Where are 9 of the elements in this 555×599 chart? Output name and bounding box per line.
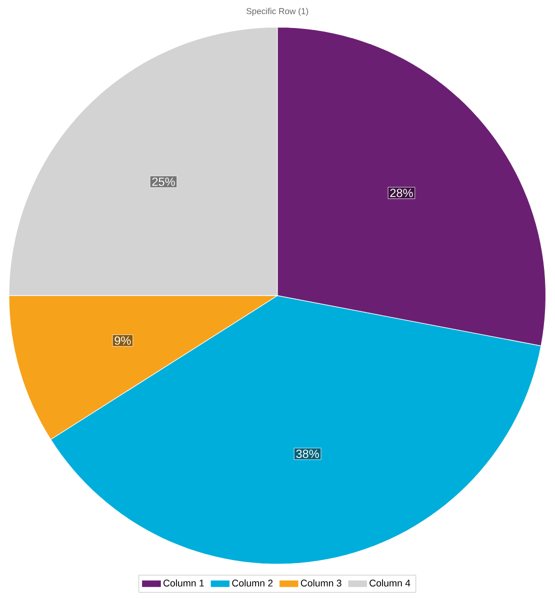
legend-label: Column 2 bbox=[232, 579, 273, 587]
data-label: 25% bbox=[152, 178, 176, 186]
legend-label: Column 3 bbox=[301, 579, 342, 587]
data-label: 38% bbox=[296, 450, 320, 458]
data-label: 28% bbox=[390, 188, 414, 198]
data-label: 9% bbox=[114, 336, 131, 345]
legend-label: Column 1 bbox=[164, 579, 204, 587]
chart-title: Specific Row (1) bbox=[246, 8, 308, 16]
legend-label: Column 4 bbox=[370, 579, 410, 587]
